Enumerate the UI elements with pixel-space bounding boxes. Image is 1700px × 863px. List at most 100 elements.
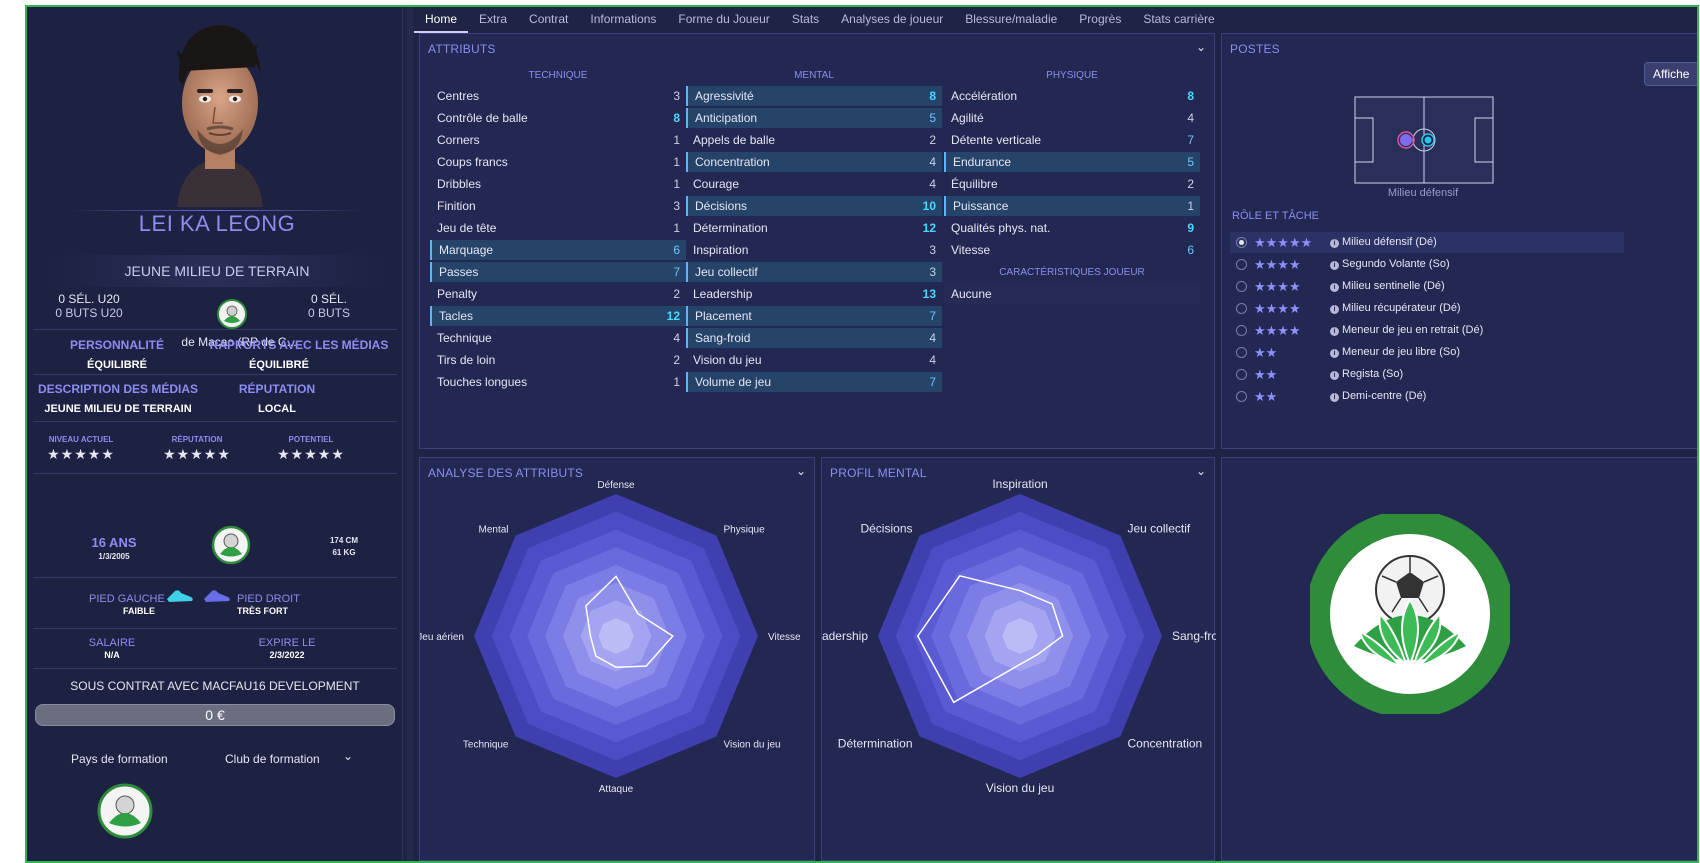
tab-stats-carriere[interactable]: Stats carrière: [1143, 12, 1215, 26]
attribute-row-mental[interactable]: Placement 7: [686, 306, 942, 326]
info-icon[interactable]: i: [1330, 239, 1339, 248]
role-row[interactable]: ★★★★★ i Milieu défensif (Dé): [1230, 232, 1624, 253]
attribute-row-technique[interactable]: Penalty 2: [430, 284, 686, 304]
role-radio[interactable]: [1236, 369, 1247, 380]
attribute-row-technique[interactable]: Finition 3: [430, 196, 686, 216]
role-row[interactable]: ★★ i Regista (So): [1230, 364, 1624, 385]
role-row[interactable]: ★★★★ i Milieu récupérateur (Dé): [1230, 298, 1624, 319]
tab-blessure[interactable]: Blessure/maladie: [965, 12, 1058, 26]
role-radio[interactable]: [1236, 347, 1247, 358]
attribute-row-technique[interactable]: Coups francs 1: [430, 152, 686, 172]
attribute-row-mental[interactable]: Concentration 4: [686, 152, 942, 172]
attribute-row-technique[interactable]: Technique 4: [430, 328, 686, 348]
attribute-row-technique[interactable]: Tacles 12: [430, 306, 686, 326]
tab-contrat[interactable]: Contrat: [529, 12, 569, 26]
u20-caps: 0 SÉL. U20: [58, 292, 120, 306]
attribute-row-physique[interactable]: Agilité 4: [944, 108, 1200, 128]
role-radio[interactable]: [1236, 325, 1247, 336]
attribute-row-mental[interactable]: Vision du jeu 4: [686, 350, 942, 370]
tab-forme[interactable]: Forme du Joueur: [678, 12, 770, 26]
info-icon[interactable]: i: [1330, 327, 1339, 336]
tab-analyses[interactable]: Analyses de joueur: [841, 12, 944, 26]
attribute-row-physique[interactable]: Vitesse 6: [944, 240, 1200, 260]
chevron-down-icon[interactable]: ⌄: [1195, 464, 1206, 478]
training-club-label[interactable]: Club de formation: [225, 752, 320, 766]
training-country-label[interactable]: Pays de formation: [71, 752, 168, 766]
attribute-row-mental[interactable]: Appels de balle 2: [686, 130, 942, 150]
divider: [33, 473, 397, 474]
tab-home[interactable]: Home: [414, 7, 469, 33]
attribute-row-mental[interactable]: Décisions 10: [686, 196, 942, 216]
attribute-value: 7: [1187, 133, 1194, 147]
attribute-row-technique[interactable]: Jeu de tête 1: [430, 218, 686, 238]
left-foot-value: FAIBLE: [123, 606, 156, 616]
attribute-value: 4: [1187, 111, 1194, 125]
attribute-name: Jeu de tête: [437, 221, 497, 235]
attribute-row-mental[interactable]: Courage 4: [686, 174, 942, 194]
info-icon[interactable]: i: [1330, 371, 1339, 380]
attribute-row-physique[interactable]: Équilibre 2: [944, 174, 1200, 194]
analysis-title: ANALYSE DES ATTRIBUTS: [428, 466, 584, 480]
attribute-analysis-panel: ANALYSE DES ATTRIBUTS ⌄ Défense Physique V…: [419, 457, 815, 861]
physique-heading: PHYSIQUE: [1046, 70, 1098, 81]
attribute-row-mental[interactable]: Anticipation 5: [686, 108, 942, 128]
role-radio[interactable]: [1236, 237, 1247, 248]
attribute-row-physique[interactable]: Endurance 5: [944, 152, 1200, 172]
radar-axis-label: Vision du jeu: [986, 781, 1055, 795]
attribute-row-mental[interactable]: Sang-froid 4: [686, 328, 942, 348]
attribute-row-mental[interactable]: Volume de jeu 7: [686, 372, 942, 392]
role-row[interactable]: ★★★★ i Meneur de jeu en retrait (Dé): [1230, 320, 1624, 341]
role-row[interactable]: ★★ i Demi-centre (Dé): [1230, 386, 1624, 407]
tab-informations[interactable]: Informations: [590, 12, 657, 26]
radar-axis-label: Attaque: [599, 784, 634, 795]
role-radio[interactable]: [1236, 259, 1247, 270]
nation-badge-icon[interactable]: [217, 299, 247, 329]
role-radio[interactable]: [1236, 391, 1247, 402]
attribute-row-physique[interactable]: Accélération 8: [944, 86, 1200, 106]
attribute-row-technique[interactable]: Dribbles 1: [430, 174, 686, 194]
role-radio[interactable]: [1236, 303, 1247, 314]
attribute-row-physique[interactable]: Qualités phys. nat. 9: [944, 218, 1200, 238]
attribute-row-technique[interactable]: Touches longues 1: [430, 372, 686, 392]
attribute-row-mental[interactable]: Détermination 12: [686, 218, 942, 238]
attribute-row-technique[interactable]: Corners 1: [430, 130, 686, 150]
chevron-down-icon[interactable]: ⌄: [1195, 40, 1206, 54]
attribute-row-technique[interactable]: Tirs de loin 2: [430, 350, 686, 370]
attribute-row-physique[interactable]: Détente verticale 7: [944, 130, 1200, 150]
attribute-row-mental[interactable]: Leadership 13: [686, 284, 942, 304]
potential-label: POTENTIEL: [288, 435, 334, 444]
role-row[interactable]: ★★ i Meneur de jeu libre (So): [1230, 342, 1624, 363]
role-name: i Milieu sentinelle (Dé): [1330, 276, 1445, 297]
club-badge-icon[interactable]: [211, 525, 251, 565]
attribute-row-technique[interactable]: Contrôle de balle 8: [430, 108, 686, 128]
tab-stats[interactable]: Stats: [791, 12, 820, 26]
attribute-row-technique[interactable]: Marquage 6: [430, 240, 686, 260]
attribute-row-mental[interactable]: Inspiration 3: [686, 240, 942, 260]
info-icon[interactable]: i: [1330, 393, 1339, 402]
chevron-down-icon[interactable]: ⌄: [795, 464, 806, 478]
chevron-down-icon[interactable]: ⌄: [343, 749, 354, 763]
attribute-row-mental[interactable]: Agressivité 8: [686, 86, 942, 106]
tab-bar: Home Extra Contrat Informations Forme du…: [414, 7, 1697, 33]
info-icon[interactable]: i: [1330, 349, 1339, 358]
attribute-row-technique[interactable]: Centres 3: [430, 86, 686, 106]
attribute-name: Décisions: [695, 199, 748, 213]
attribute-name: Finition: [437, 199, 476, 213]
role-row[interactable]: ★★★★ i Segundo Volante (So): [1230, 254, 1624, 275]
attribute-row-mental[interactable]: Jeu collectif 3: [686, 262, 942, 282]
info-icon[interactable]: i: [1330, 283, 1339, 292]
attribute-value: 3: [673, 89, 680, 103]
info-icon[interactable]: i: [1330, 261, 1339, 270]
attribute-row-technique[interactable]: Passes 7: [430, 262, 686, 282]
affiche-button[interactable]: Affiche: [1644, 62, 1697, 86]
role-row[interactable]: ★★★★ i Milieu sentinelle (Dé): [1230, 276, 1624, 297]
tab-extra[interactable]: Extra: [479, 12, 508, 26]
nation-name[interactable]: de Macao (RP de C...: [181, 335, 297, 349]
info-icon[interactable]: i: [1330, 305, 1339, 314]
role-stars: ★★: [1254, 345, 1278, 360]
player-value-bar[interactable]: 0 €: [35, 704, 395, 726]
attribute-row-physique[interactable]: Puissance 1: [944, 196, 1200, 216]
training-country-badge-icon[interactable]: [97, 783, 153, 839]
role-radio[interactable]: [1236, 281, 1247, 292]
tab-progres[interactable]: Progrès: [1079, 12, 1122, 26]
